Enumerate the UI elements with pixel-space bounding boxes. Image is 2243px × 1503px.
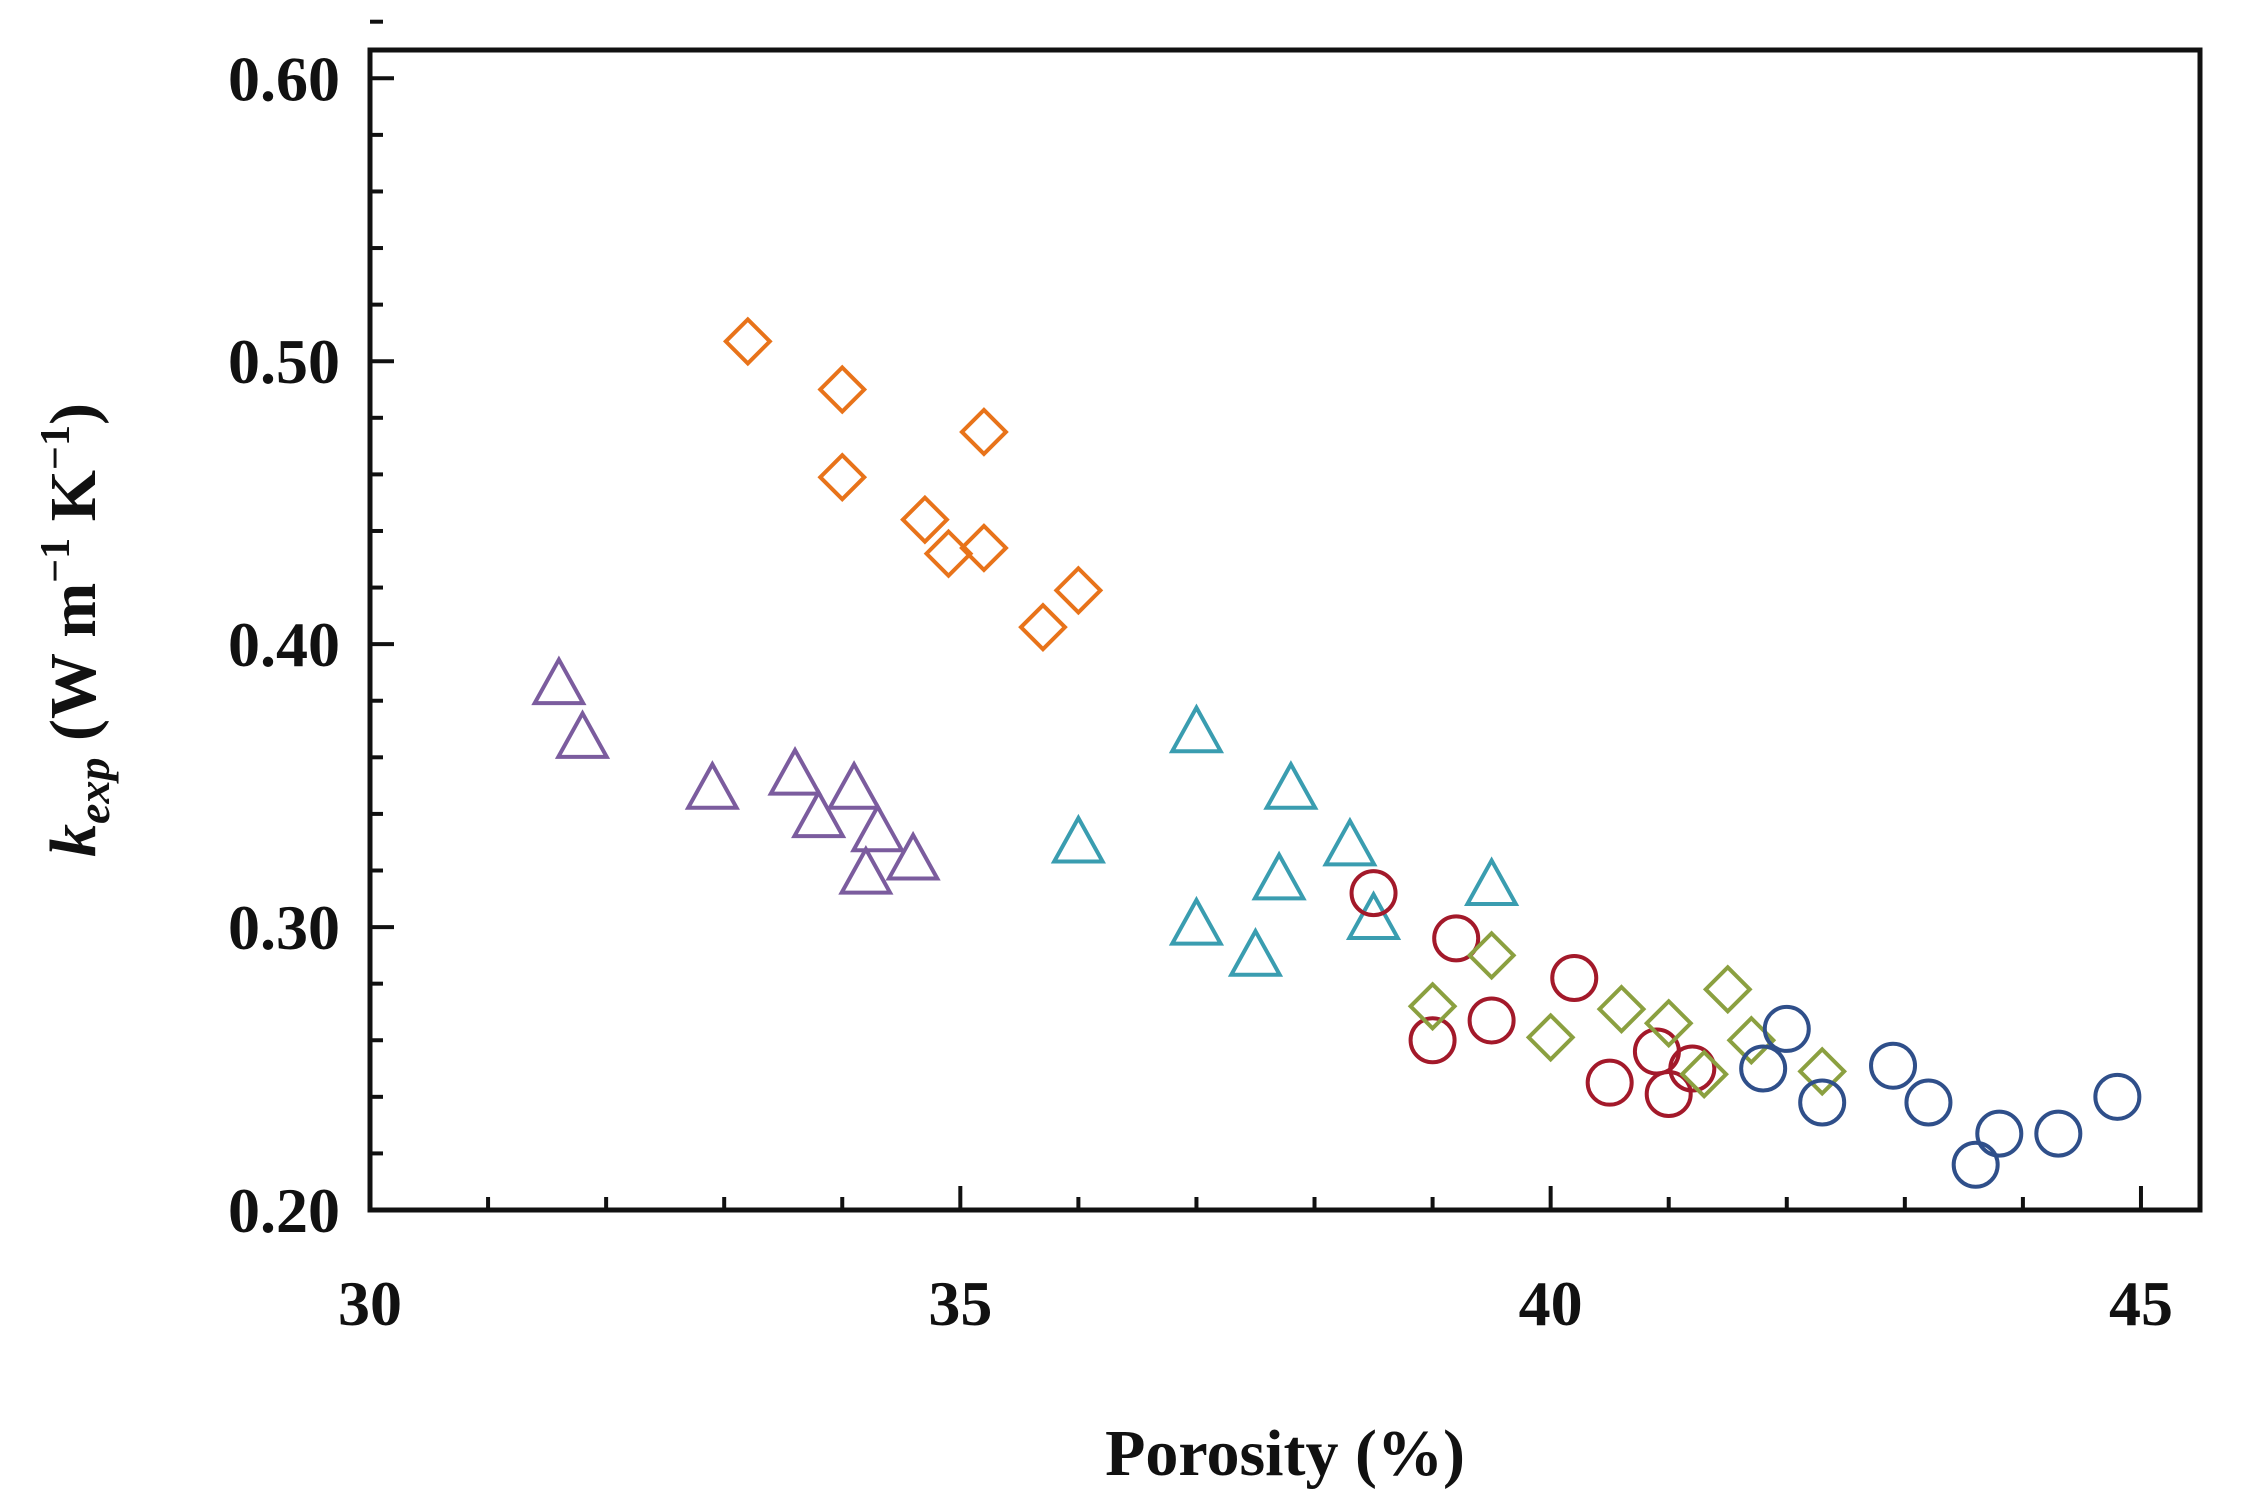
data-point-diamond — [1525, 1012, 1576, 1063]
data-point-circle — [1585, 1058, 1634, 1107]
data-point-diamond — [900, 494, 950, 545]
data-point-circle — [1739, 1044, 1788, 1093]
data-point-circle — [1349, 869, 1398, 918]
data-point-circle — [1467, 996, 1516, 1045]
x-tick-label: 30 — [338, 1268, 402, 1339]
data-point-diamond — [959, 407, 1009, 457]
series-purple-triangles — [531, 655, 941, 895]
data-point-diamond — [1702, 964, 1753, 1015]
data-point-diamond — [1596, 984, 1647, 1034]
series-olive-diamonds — [1407, 930, 1848, 1100]
y-axis-unit-mid: K — [37, 470, 110, 538]
plot-frame — [367, 47, 2203, 1213]
data-point-triangle — [767, 745, 823, 796]
data-point-triangle — [684, 760, 740, 810]
y-axis-symbol: k — [37, 824, 110, 857]
data-point-circle — [1869, 1041, 1918, 1090]
data-point-triangle — [1168, 703, 1225, 754]
data-point-diamond — [1018, 602, 1068, 652]
data-point-diamond — [817, 364, 868, 415]
series-orange-diamonds — [722, 316, 1104, 652]
data-point-circle — [2034, 1109, 2083, 1158]
data-point-diamond — [1643, 998, 1694, 1049]
data-point-triangle — [1050, 813, 1106, 864]
y-axis-unit-prefix: (W m — [37, 583, 110, 758]
series-red-circles — [1349, 869, 1717, 1118]
y-tick-labels: 0.20 0.30 0.40 0.50 0.60 — [228, 43, 340, 1246]
data-point-circle — [1408, 1016, 1457, 1065]
data-point-circle — [1904, 1078, 1953, 1127]
series-blue-circles — [1739, 1004, 2142, 1189]
x-tick-label: 40 — [1519, 1268, 1583, 1339]
y-axis-title: kexp (W m−1 K−1) — [33, 403, 119, 857]
data-point-triangle — [531, 655, 587, 706]
x-tick-labels: 30 35 40 45 — [338, 1268, 2173, 1339]
data-point-circle — [1644, 1070, 1693, 1118]
data-point-diamond — [1466, 930, 1517, 981]
y-axis-unit-suffix: ) — [37, 403, 110, 425]
data-point-triangle — [791, 788, 847, 839]
data-point-triangle — [1168, 895, 1225, 946]
data-point-circle — [1951, 1140, 2000, 1189]
y-tick-label: 0.20 — [228, 1175, 340, 1246]
data-point-circle — [1762, 1004, 1811, 1053]
data-point-triangle — [1227, 927, 1284, 977]
data-point-circle — [1975, 1109, 2024, 1158]
data-point-diamond — [959, 523, 1009, 573]
x-tick-label: 35 — [928, 1268, 992, 1339]
data-point-diamond — [722, 316, 773, 367]
data-point-circle — [1432, 914, 1481, 963]
data-point-triangle — [1251, 850, 1307, 901]
y-axis-unit-exponent-2: −1 — [33, 425, 79, 470]
data-point-triangle — [885, 830, 941, 881]
data-point-triangle — [554, 709, 611, 759]
data-point-diamond — [1797, 1046, 1848, 1097]
data-point-triangle — [1464, 856, 1520, 906]
data-point-triangle — [1345, 890, 1402, 940]
y-tick-label: 0.60 — [228, 43, 340, 114]
data-point-diamond — [1053, 565, 1104, 616]
data-point-diamond — [1407, 981, 1458, 1032]
data-point-triangle — [1263, 760, 1319, 810]
data-point-circle — [2093, 1072, 2142, 1121]
y-tick-label: 0.30 — [228, 892, 340, 963]
y-tick-label: 0.40 — [228, 609, 340, 680]
data-point-diamond — [817, 452, 868, 503]
data-point-triangle — [850, 802, 906, 853]
data-point-diamond — [1679, 1049, 1729, 1100]
data-point-circle — [1550, 954, 1599, 1002]
data-point-triangle — [1322, 816, 1378, 867]
x-axis-title: Porosity (%) — [1105, 1417, 1465, 1490]
series-teal-triangles — [1050, 703, 1520, 977]
y-axis-subscript: exp — [68, 758, 119, 824]
x-tick-label: 45 — [2109, 1268, 2173, 1339]
data-point-circle — [1798, 1078, 1847, 1127]
y-tick-label: 0.50 — [228, 326, 340, 397]
y-axis-unit-exponent-1: −1 — [33, 538, 79, 583]
data-point-triangle — [826, 760, 882, 810]
data-markers — [531, 316, 2142, 1189]
data-point-triangle — [838, 844, 894, 895]
